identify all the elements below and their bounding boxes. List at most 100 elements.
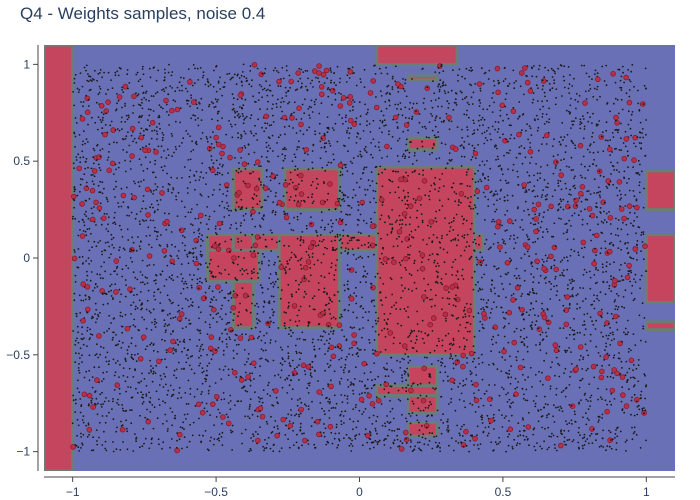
sample-point <box>223 81 226 84</box>
sample-point <box>254 304 256 307</box>
sample-point <box>529 142 531 144</box>
sample-point <box>512 401 514 404</box>
sample-point <box>238 77 241 79</box>
sample-point <box>241 106 243 109</box>
sample-point <box>251 79 253 82</box>
sample-point <box>330 79 332 82</box>
sample-point <box>115 267 118 269</box>
sample-point <box>128 144 131 147</box>
sample-point <box>213 106 216 109</box>
sample-point <box>198 228 201 230</box>
sample-point <box>231 93 234 96</box>
sample-point <box>498 409 500 412</box>
sample-point <box>85 306 91 313</box>
sample-point <box>483 142 486 145</box>
sample-point <box>530 134 533 137</box>
sample-point <box>206 410 209 413</box>
sample-point <box>208 166 211 169</box>
sample-point <box>85 94 88 97</box>
sample-point <box>304 152 306 155</box>
sample-point <box>579 434 581 436</box>
sample-point <box>166 264 169 267</box>
sample-point <box>478 363 480 365</box>
sample-point <box>261 88 264 91</box>
sample-point <box>300 86 302 89</box>
sample-point <box>207 449 210 452</box>
sample-point <box>428 198 431 201</box>
sample-point <box>275 273 278 276</box>
sample-point <box>640 390 643 393</box>
sample-point <box>207 228 210 231</box>
sample-point <box>492 194 495 197</box>
sample-point <box>223 182 230 188</box>
sample-point <box>395 301 398 304</box>
sample-point <box>571 85 574 87</box>
sample-point <box>374 145 377 148</box>
sample-point <box>212 317 215 319</box>
sample-point <box>546 230 549 233</box>
sample-point <box>204 321 207 323</box>
sample-point <box>573 329 576 332</box>
sample-point <box>645 133 647 136</box>
sample-point <box>532 92 535 94</box>
sample-point <box>196 278 199 281</box>
sample-point <box>384 296 387 299</box>
sample-point <box>239 231 242 234</box>
sample-point <box>217 80 220 83</box>
sample-point <box>473 232 475 235</box>
sample-point <box>545 120 548 123</box>
sample-point <box>218 243 221 245</box>
sample-point <box>249 379 252 382</box>
sample-point <box>567 284 569 286</box>
sample-point <box>545 198 548 201</box>
sample-point <box>635 433 638 436</box>
sample-point <box>339 77 342 80</box>
sample-point <box>370 171 373 174</box>
sample-point <box>589 212 596 219</box>
sample-point <box>115 448 118 451</box>
sample-point <box>481 132 483 135</box>
sample-point <box>273 263 275 266</box>
sample-point <box>503 196 506 199</box>
sample-point <box>565 187 568 190</box>
sample-point <box>185 361 188 364</box>
sample-point <box>189 387 192 390</box>
sample-point <box>398 176 404 183</box>
sample-point <box>545 276 547 279</box>
sample-point <box>381 157 383 159</box>
sample-point <box>620 122 622 125</box>
sample-point <box>439 117 441 119</box>
sample-point <box>412 102 415 105</box>
sample-point <box>460 155 463 158</box>
sample-point <box>153 291 156 294</box>
sample-point <box>268 160 270 163</box>
sample-point <box>226 201 228 204</box>
sample-point <box>264 439 266 441</box>
sample-point <box>158 116 161 119</box>
sample-point <box>484 137 487 139</box>
sample-point <box>541 116 544 118</box>
sample-point <box>98 103 105 109</box>
sample-point <box>508 398 511 401</box>
sample-point <box>457 80 459 82</box>
sample-point <box>215 159 218 162</box>
sample-point <box>464 383 467 386</box>
sample-point <box>284 360 286 363</box>
sample-point <box>229 123 232 126</box>
sample-point <box>298 146 300 149</box>
sample-point <box>326 440 329 443</box>
sample-point <box>174 120 177 123</box>
sample-point <box>263 334 265 337</box>
sample-point <box>141 85 144 88</box>
sample-point <box>409 332 412 334</box>
sample-point <box>559 180 562 183</box>
sample-point <box>393 304 395 307</box>
sample-point <box>321 407 323 410</box>
sample-point <box>361 336 363 339</box>
sample-point <box>200 194 203 197</box>
sample-point <box>507 376 509 378</box>
sample-point <box>477 357 480 359</box>
sample-point <box>627 110 630 113</box>
sample-point <box>415 287 418 290</box>
sample-point <box>463 400 465 402</box>
